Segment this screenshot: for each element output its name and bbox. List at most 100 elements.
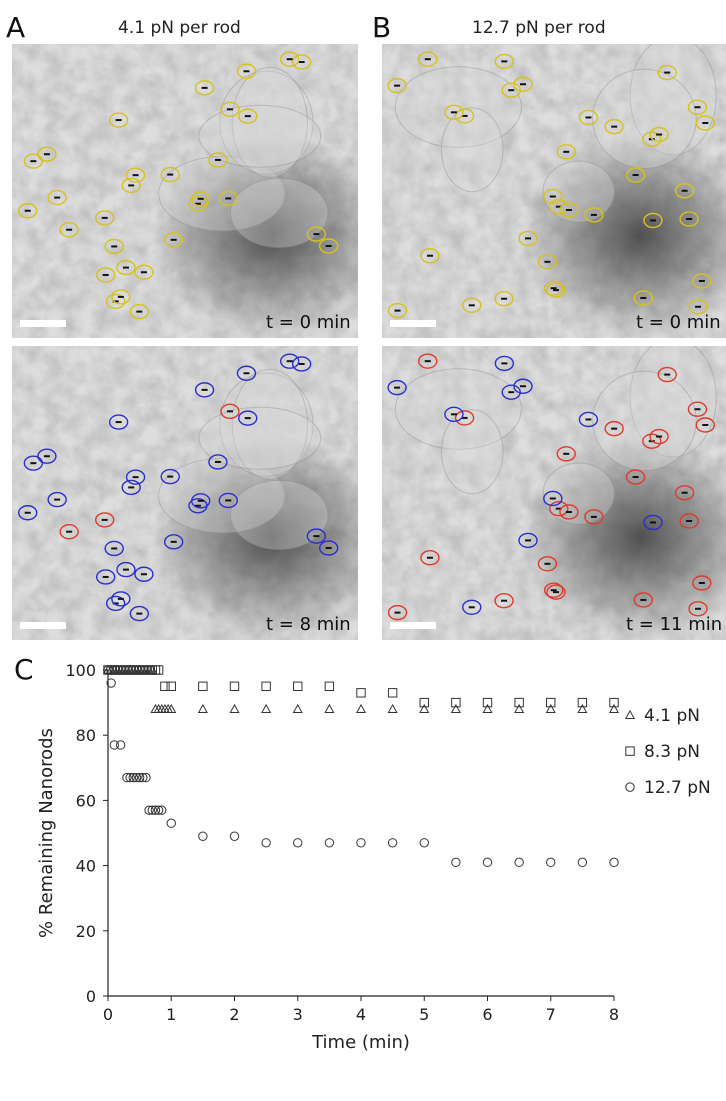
- nanorod-marker: [95, 210, 115, 226]
- panel-a-title: 4.1 pN per rod: [118, 18, 241, 38]
- nanorod-marker: [105, 293, 126, 310]
- nanorod-marker: [125, 167, 146, 183]
- nanorod-marker: [674, 183, 695, 199]
- data-point: [577, 857, 588, 868]
- nanorod-marker: [556, 446, 576, 462]
- legend-item: 8.3 pN: [625, 742, 700, 762]
- data-point: [229, 681, 240, 691]
- nanorod-marker: [418, 353, 438, 369]
- nanorod-marker: [494, 291, 514, 307]
- data-point: [109, 740, 120, 750]
- data-point: [166, 681, 176, 691]
- nanorod-marker: [129, 303, 150, 320]
- data-point: [419, 697, 429, 708]
- data-point: [387, 838, 398, 848]
- data-point: [141, 772, 151, 783]
- data-point: [577, 703, 588, 713]
- nanorod-marker: [420, 550, 440, 566]
- y-tick-label: 100: [65, 661, 96, 680]
- nanorod-marker: [674, 485, 695, 501]
- nanorod-marker: [543, 280, 564, 296]
- nanorod-marker: [238, 410, 258, 426]
- data-point: [166, 703, 177, 713]
- data-point: [198, 831, 208, 841]
- nanorod-marker: [695, 115, 715, 131]
- nanorod-marker: [163, 534, 184, 550]
- nanorod-marker: [559, 504, 579, 520]
- nanorod-marker: [687, 401, 708, 417]
- nanorod-marker: [537, 556, 558, 572]
- nanorod-marker: [47, 189, 67, 206]
- data-point: [482, 703, 493, 713]
- nanorod-marker: [23, 153, 44, 169]
- data-point: [514, 697, 524, 708]
- nanorod-marker: [108, 414, 129, 430]
- data-point: [609, 697, 619, 708]
- nanorod-marker: [633, 592, 654, 608]
- nanorod-marker: [306, 528, 327, 544]
- nanorod-marker: [584, 207, 604, 223]
- nanorod-marker: [649, 126, 669, 143]
- nanorod-marker: [160, 166, 180, 183]
- y-axis-title: % Remaining Nanorods: [36, 728, 57, 938]
- data-point: [355, 703, 367, 713]
- nanorod-marker: [625, 167, 646, 183]
- nanorod-marker: [111, 289, 131, 305]
- nanorod-marker: [387, 604, 408, 621]
- y-tick-label: 60: [76, 791, 96, 810]
- nanorod-marker: [47, 491, 67, 508]
- nanorod-marker: [546, 282, 566, 298]
- nanorod-marker: [688, 299, 708, 315]
- nanorod-marker: [418, 51, 438, 67]
- data-point: [166, 818, 176, 828]
- nanorod-marker: [444, 406, 464, 423]
- x-tick-label: 8: [609, 1005, 619, 1024]
- nanorod-marker: [194, 80, 215, 96]
- nanorod-marker: [679, 211, 699, 227]
- data-point: [144, 805, 154, 815]
- nanorod-marker: [518, 230, 538, 247]
- nanorod-marker: [218, 190, 238, 207]
- nanorod-marker: [220, 101, 240, 118]
- nanorod-marker: [543, 490, 563, 507]
- nanorod-marker: [134, 264, 154, 280]
- series-square: [103, 665, 619, 708]
- data-point: [451, 857, 461, 868]
- micrograph-image: [12, 346, 358, 640]
- nanorod-marker: [208, 454, 228, 470]
- nanorod-marker: [104, 238, 124, 255]
- nanorod-marker: [657, 64, 677, 81]
- data-point: [198, 681, 208, 691]
- data-point: [387, 703, 398, 713]
- data-point: [229, 703, 240, 713]
- data-point: [138, 772, 148, 783]
- nanorod-marker: [501, 82, 521, 98]
- nanorod-marker: [37, 448, 57, 464]
- time-label-b-top: t = 0 min: [636, 312, 721, 333]
- nanorod-marker: [95, 569, 116, 585]
- time-label-a-bottom: t = 8 min: [266, 614, 351, 635]
- nanorod-marker: [643, 514, 663, 531]
- x-tick-label: 7: [546, 1005, 556, 1024]
- nanorod-marker: [494, 355, 515, 372]
- data-point: [324, 838, 335, 848]
- legend-label: 4.1 pN: [644, 706, 700, 726]
- nanorod-marker: [236, 63, 257, 79]
- nanorod-marker: [129, 605, 150, 622]
- data-point: [482, 857, 493, 868]
- x-tick-label: 2: [229, 1005, 239, 1024]
- data-point: [261, 703, 272, 713]
- scale-bar: [20, 622, 66, 629]
- nanorod-marker: [238, 108, 258, 124]
- nanorod-marker: [318, 238, 339, 254]
- data-point: [292, 703, 303, 713]
- x-tick-label: 4: [356, 1005, 366, 1024]
- micrograph-b-initial: [382, 44, 726, 338]
- nanorod-marker: [160, 468, 180, 485]
- data-point: [197, 703, 208, 713]
- data-point: [122, 772, 132, 783]
- legend-label: 12.7 pN: [644, 778, 711, 798]
- nanorod-marker: [111, 591, 131, 607]
- nanorod-marker: [194, 382, 215, 398]
